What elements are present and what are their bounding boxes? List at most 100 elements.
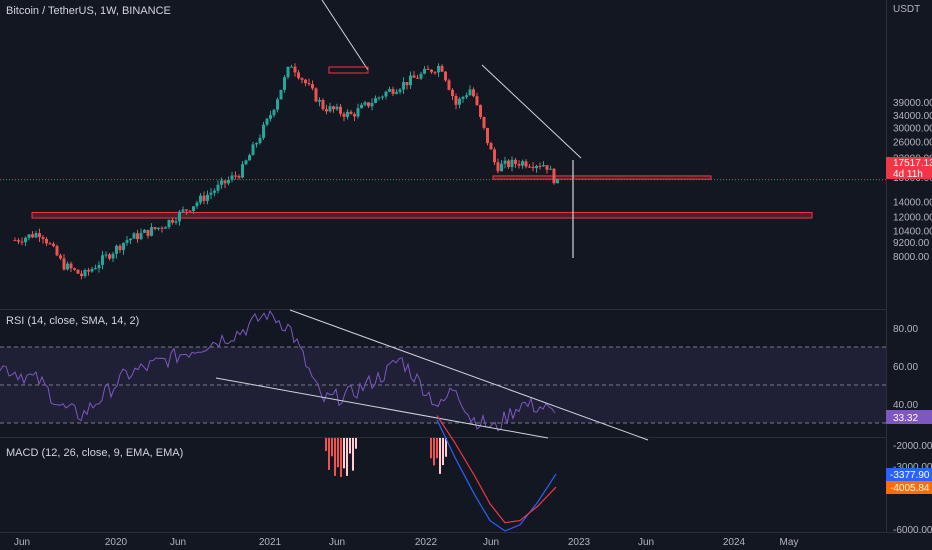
drawings[interactable] bbox=[321, 0, 582, 258]
candle-body bbox=[321, 100, 325, 110]
candle-body bbox=[398, 89, 402, 93]
candle-body bbox=[178, 211, 181, 222]
chart-title: Bitcoin / TetherUS, 1W, BINANCE bbox=[6, 5, 171, 17]
candle-body bbox=[192, 206, 195, 211]
candle-body bbox=[279, 89, 283, 100]
candle-body bbox=[465, 95, 468, 98]
candle-body bbox=[367, 102, 370, 107]
macd-pane[interactable]: MACD (12, 26, close, 9, EMA, EMA) -2000.… bbox=[6, 415, 932, 536]
candle-body bbox=[31, 234, 34, 238]
candle-body bbox=[542, 165, 545, 167]
candle-body bbox=[451, 89, 454, 97]
candle-body bbox=[202, 195, 206, 201]
candle-body bbox=[409, 75, 412, 86]
current-price-value: 17517.13 bbox=[893, 158, 932, 169]
macd-tick-label: -6000.00 bbox=[893, 525, 932, 536]
candle-body bbox=[318, 100, 321, 102]
candle-body bbox=[104, 254, 108, 256]
candle-body bbox=[199, 195, 202, 203]
time-tick-label: 2022 bbox=[415, 537, 438, 548]
rsi-trendline-upper[interactable] bbox=[289, 309, 649, 441]
signal-value-badge bbox=[886, 481, 932, 494]
candle-body bbox=[346, 111, 349, 117]
candle-body bbox=[157, 227, 160, 230]
macd-histogram-bar bbox=[439, 438, 441, 474]
candle-body bbox=[314, 88, 318, 102]
macd-histogram-bar bbox=[343, 438, 345, 469]
candle-body bbox=[223, 180, 227, 184]
candle-body bbox=[118, 245, 122, 251]
candle-body bbox=[66, 263, 69, 270]
candle-body bbox=[300, 78, 304, 80]
candle-body bbox=[174, 221, 178, 223]
candle-body bbox=[552, 168, 556, 184]
macd-histogram-bar bbox=[328, 438, 330, 470]
candle-body bbox=[290, 66, 293, 68]
candle-body bbox=[59, 255, 62, 259]
candle-body bbox=[244, 160, 248, 165]
candle-body bbox=[531, 166, 535, 169]
candle-body bbox=[360, 104, 363, 109]
candle-body bbox=[251, 144, 255, 156]
candle-body bbox=[52, 243, 55, 247]
candle-body bbox=[500, 163, 503, 172]
candle-body bbox=[356, 108, 360, 117]
time-tick-label: May bbox=[780, 537, 799, 548]
candle-body bbox=[440, 65, 444, 72]
macd-tick-label: -3000.00 bbox=[893, 462, 932, 473]
candle-body bbox=[150, 227, 153, 236]
price-pane[interactable]: Bitcoin / TetherUS, 1W, BINANCE bbox=[0, 0, 886, 280]
candle-body bbox=[342, 113, 346, 117]
candle-body bbox=[447, 80, 451, 90]
candle-body bbox=[24, 237, 27, 243]
candle-body bbox=[349, 111, 353, 115]
candle-body bbox=[430, 69, 433, 73]
candle-body bbox=[62, 258, 66, 270]
price-tick-label: 30000.00 bbox=[893, 123, 932, 134]
price-axis-unit: USDT bbox=[893, 4, 920, 15]
candle-body bbox=[108, 254, 111, 259]
macd-histogram-bar bbox=[334, 438, 336, 476]
candle-body bbox=[433, 72, 437, 74]
candle-body bbox=[17, 240, 20, 242]
candle-body bbox=[426, 68, 430, 70]
candle-body bbox=[510, 159, 514, 168]
candle-body bbox=[209, 192, 213, 195]
triangle-trendline-1 bbox=[321, 0, 369, 71]
candle-body bbox=[489, 143, 493, 150]
candle-body bbox=[528, 166, 531, 168]
candle-body bbox=[111, 253, 115, 259]
rsi-trendline-lower[interactable] bbox=[215, 377, 549, 439]
candle-body bbox=[122, 242, 125, 251]
candle-body bbox=[48, 243, 52, 245]
candle-body bbox=[311, 84, 314, 89]
candle-body bbox=[444, 71, 447, 81]
candle-body bbox=[125, 240, 129, 243]
triangle-base-1 bbox=[328, 66, 369, 74]
macd-value-badge bbox=[886, 468, 932, 481]
price-tick-label: 12000.00 bbox=[893, 212, 932, 223]
candle-body bbox=[458, 98, 461, 105]
price-axis[interactable]: USDT 39000.0034000.0030000.0026000.00220… bbox=[886, 4, 932, 263]
candle-body bbox=[276, 99, 279, 110]
rsi-tick-label: 60.00 bbox=[893, 362, 918, 373]
price-tick-label: 34000.00 bbox=[893, 111, 932, 122]
time-tick-label: Jun bbox=[14, 537, 30, 548]
macd-line bbox=[436, 419, 557, 532]
price-tick-label: 8000.00 bbox=[893, 252, 930, 263]
candle-body bbox=[412, 75, 416, 78]
rsi-pane[interactable]: RSI (14, close, SMA, 14, 2) 80.00 60.00 40… bbox=[0, 309, 932, 441]
candle-body bbox=[101, 255, 104, 265]
candle-body bbox=[556, 178, 559, 184]
candle-body bbox=[55, 246, 59, 256]
macd-histogram-bar bbox=[433, 438, 435, 466]
candle-body bbox=[339, 106, 342, 114]
candle-body bbox=[230, 175, 234, 180]
candle-body bbox=[286, 66, 290, 78]
candle-body bbox=[90, 268, 94, 272]
time-axis[interactable]: Jun 2020 Jun 2021 Jun 2022 Jun 2023 Jun 2024 May bbox=[14, 537, 799, 548]
candle-body bbox=[164, 227, 167, 229]
candle-body bbox=[213, 190, 216, 193]
candle-body bbox=[269, 115, 272, 119]
